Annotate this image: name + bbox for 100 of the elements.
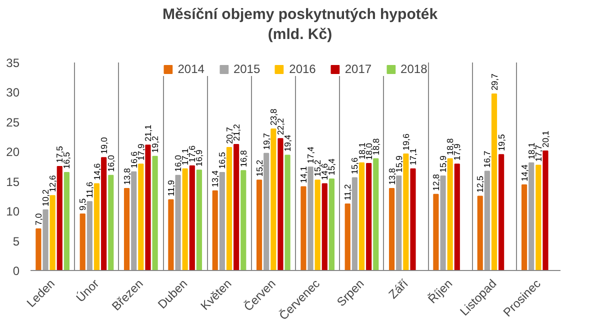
bar [36,228,42,270]
bar [124,188,130,270]
data-label: 19,2 [150,136,160,153]
data-label: 20,7 [224,126,234,144]
data-label: 15,2 [254,160,264,177]
bar [94,183,100,270]
bar [358,162,365,270]
bar [86,201,92,270]
legend-label: 2018 [400,62,428,76]
bar [64,172,70,270]
bar [403,154,409,270]
bar [234,144,240,270]
data-label: 16,8 [238,150,248,168]
bar [152,156,158,270]
data-label: 29,7 [489,73,500,90]
bar [396,176,402,270]
bar [410,168,416,270]
bar [226,146,232,270]
data-label: 11,6 [84,182,95,198]
data-label: 14,6 [92,163,102,180]
y-tick-label: 35 [6,56,20,70]
bar [388,188,395,270]
bar [145,144,151,270]
data-label: 16,0 [173,154,184,172]
bar [373,158,379,270]
bar [80,214,86,270]
bar [264,152,270,270]
data-label: 12,5 [475,176,486,193]
bar [278,138,284,270]
data-label: 19,0 [98,136,109,154]
bar [219,172,225,270]
bar [175,174,181,270]
legend-label: 2014 [178,62,204,76]
data-label: 13,8 [122,168,132,185]
bar [189,165,195,270]
data-label: 16,7 [482,150,492,168]
data-label: 12,8 [430,174,441,191]
data-label: 18,1 [526,142,536,160]
y-tick-label: 20 [6,145,20,160]
data-label: 9,5 [78,198,88,210]
data-label: 18,8 [445,138,456,156]
chart-title: Měsíční objemy poskytnutých hypoték (mld. Kč) [162,5,438,44]
bar [256,180,262,270]
bar [182,168,188,270]
data-label: 19,5 [496,134,506,152]
bar [498,154,504,270]
bar [56,166,62,270]
legend-label: 2015 [233,62,260,76]
data-label: 17,5 [54,146,65,163]
data-label: 18,1 [356,142,367,160]
legend-label: 2017 [344,62,372,76]
bar [440,176,446,270]
data-label: 21,1 [142,124,153,142]
bar [101,157,107,270]
data-label: 15,6 [350,157,360,174]
data-label: 20,1 [540,130,550,148]
data-label: 16,6 [128,151,139,168]
data-label: 19,6 [400,133,411,150]
bar [542,150,548,270]
bar [433,194,439,270]
bar [344,203,350,270]
y-tick-label: 5 [12,234,20,248]
bar [521,184,528,270]
legend-label: 2016 [289,62,316,76]
bar [168,199,174,270]
bar [308,166,314,270]
bar [454,164,460,270]
data-label: 19,7 [261,132,272,150]
data-label: 13,4 [210,170,220,188]
bar [491,93,498,270]
data-label: 7,0 [33,213,44,226]
bar [240,170,246,270]
bar [212,190,218,270]
bar [196,170,202,270]
data-label: 17,1 [408,148,418,166]
bar [536,164,542,270]
bar [138,164,144,270]
y-tick-label: 25 [6,115,20,130]
data-label: 11,9 [166,180,176,196]
bar [447,158,453,270]
y-tick-label: 15 [6,174,20,189]
data-label: 14,4 [519,164,530,182]
data-label: 14,1 [298,166,308,184]
bar [352,177,358,270]
y-tick-label: 0 [12,264,20,278]
bar [314,180,320,270]
bar [270,128,276,270]
bar [328,178,335,270]
bar [300,186,306,270]
bar [366,163,372,270]
bar [284,154,290,270]
data-label: 15,9 [438,155,448,172]
bar [50,195,56,270]
bar [42,209,48,270]
bar [322,183,328,270]
bar [108,174,114,270]
y-tick-label: 30 [6,86,20,100]
data-label: 11,2 [342,184,353,200]
bar [528,162,534,270]
bar [477,196,483,270]
